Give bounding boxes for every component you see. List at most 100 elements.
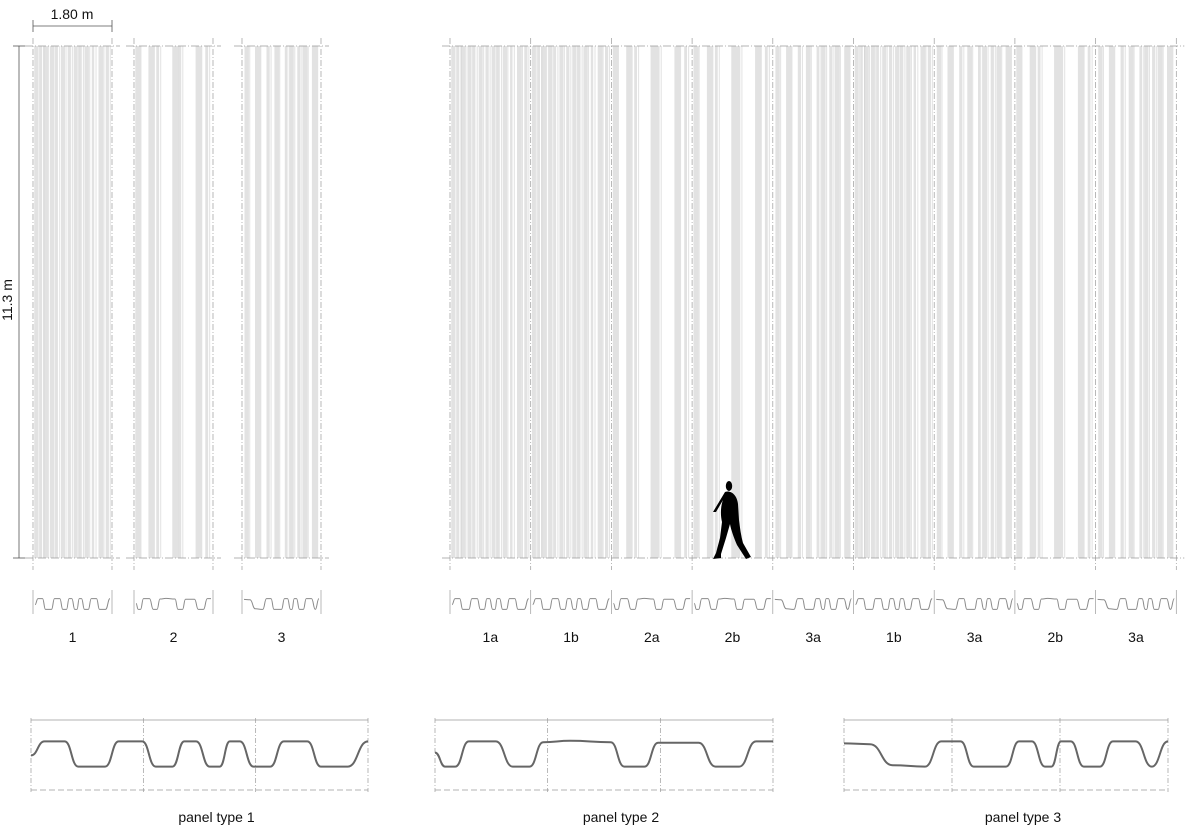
panel-shading-stripe <box>73 46 78 558</box>
panel-shading-stripe <box>284 46 288 558</box>
profile-curve <box>30 740 369 768</box>
panel-shading-stripe <box>906 46 911 558</box>
panel-shading-stripe <box>650 46 657 558</box>
single-panel-group: 1 2 3 <box>25 38 329 645</box>
panel-shading-stripe <box>39 46 43 558</box>
panel-shading-stripe <box>1167 46 1173 558</box>
facade-panel-label: 3a <box>805 629 821 645</box>
facade-panel <box>854 46 933 558</box>
facade-elevation: 1a 1b 2a 2b 3a 1b 3a 2b 3a <box>442 38 1185 645</box>
facade-panel-label: 1b <box>886 629 902 645</box>
panel-shading-stripe <box>43 46 48 558</box>
panel-shading-stripe <box>706 46 713 558</box>
single-panel <box>34 46 111 558</box>
panel-shading-stripe <box>572 46 577 558</box>
single-panel <box>135 46 211 558</box>
panel-shading-stripe <box>597 46 603 558</box>
panel-shading-stripe <box>50 46 54 558</box>
panel-shading-stripe <box>559 46 564 558</box>
panel-shading-stripe <box>870 46 875 558</box>
panel-shading-stripe <box>451 46 456 558</box>
panel-shading-stripe <box>1005 46 1012 558</box>
panel-cross-section <box>34 598 111 610</box>
panel-cross-section <box>936 598 1014 610</box>
panel-cross-section <box>855 598 933 610</box>
panel-shading-stripe <box>913 46 916 558</box>
panel-shading-stripe <box>91 46 95 558</box>
profile-curve <box>434 739 773 768</box>
panel-shading-stripe <box>497 46 500 558</box>
single-panel <box>244 46 319 558</box>
panel-shading-stripe <box>764 46 768 558</box>
panel-shading-stripe <box>531 46 536 558</box>
panel-shading-stripe <box>195 46 202 558</box>
panel-shading-stripe <box>936 46 942 558</box>
facade-panel-label: 3a <box>967 629 983 645</box>
panel-shading-stripe <box>502 46 508 558</box>
facade-panel-label: 2a <box>644 629 660 645</box>
walking-person-icon <box>713 481 751 559</box>
panel-cross-section <box>532 598 610 610</box>
panel-profile-details: panel type 1 panel type 2 panel type 3 <box>30 718 1169 825</box>
single-panel-label: 2 <box>170 629 178 645</box>
panel-shading-stripe <box>266 46 270 558</box>
panel-shading-stripe <box>541 46 546 558</box>
panel-shading-stripe <box>289 46 294 558</box>
panel-shading-stripe <box>927 46 931 558</box>
profile-caption: panel type 1 <box>178 809 254 825</box>
panel-cross-section <box>693 597 771 610</box>
panel-shading-stripe <box>978 46 981 558</box>
panel-shading-stripe <box>79 46 82 558</box>
facade-panel <box>531 46 611 558</box>
height-dimension-label: 11.3 m <box>0 279 15 321</box>
panel-shading-stripe <box>626 46 633 558</box>
panel-shading-stripe <box>255 46 261 558</box>
panel-shading-stripe <box>860 46 863 558</box>
panel-shading-stripe <box>172 46 178 558</box>
panel-profile-type-1: panel type 1 <box>30 718 369 825</box>
panel-shading-stripe <box>844 46 850 558</box>
panel-cross-section <box>243 598 320 610</box>
panel-shading-stripe <box>205 46 209 558</box>
facade-panel <box>693 46 770 558</box>
panel-shading-stripe <box>876 46 879 558</box>
panel-shading-stripe <box>816 46 820 558</box>
profile-curve <box>843 740 1169 768</box>
panel-shading-stripe <box>755 46 762 558</box>
panel-shading-stripe <box>1087 46 1091 558</box>
facade-panel-label: 1b <box>563 629 579 645</box>
panel-shading-stripe <box>590 46 594 558</box>
panel-shading-stripe <box>1016 46 1022 558</box>
panel-shading-stripe <box>517 46 522 558</box>
panel-shading-stripe <box>473 46 476 558</box>
panel-shading-stripe <box>537 46 540 558</box>
panel-shading-stripe <box>553 46 557 558</box>
panel-shading-stripe <box>478 46 483 558</box>
facade-panel <box>936 46 1012 558</box>
panel-shading-stripe <box>959 46 963 558</box>
panel-shading-stripe <box>1128 46 1134 558</box>
panel-shading-stripe <box>302 46 308 558</box>
panel-shading-stripe <box>311 46 318 558</box>
panel-shading-stripe <box>854 46 859 558</box>
panel-cross-section <box>1016 597 1094 610</box>
panel-shading-stripe <box>895 46 900 558</box>
panel-shading-stripe <box>656 46 660 558</box>
panel-cross-section <box>774 598 852 610</box>
panel-shading-stripe <box>1157 46 1163 558</box>
panel-shading-stripe <box>684 46 687 558</box>
facade-panel <box>451 46 530 558</box>
panel-shading-stripe <box>1098 46 1103 558</box>
facade-panel-label: 2b <box>1047 629 1063 645</box>
panel-shading-stripe <box>297 46 301 558</box>
width-dimension-label: 1.80 m <box>51 6 94 22</box>
panel-shading-stripe <box>605 46 609 558</box>
facade-panel-label: 3a <box>1128 629 1144 645</box>
profile-caption: panel type 3 <box>985 809 1061 825</box>
panel-shading-stripe <box>1054 46 1060 558</box>
height-dimension: 11.3 m <box>0 45 25 559</box>
panel-shading-stripe <box>460 46 466 558</box>
panel-shading-stripe <box>244 46 249 558</box>
panel-shading-stripe <box>156 46 160 558</box>
panel-shading-stripe <box>1037 46 1041 558</box>
